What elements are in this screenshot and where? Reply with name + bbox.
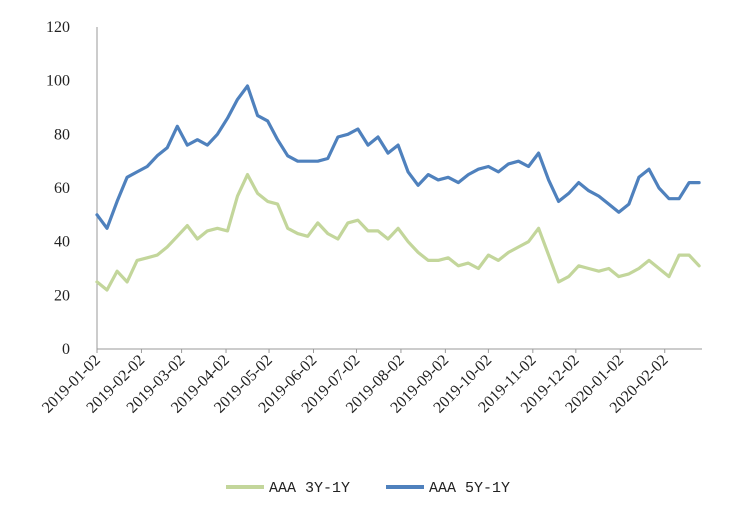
y-tick-label: 80: [54, 126, 70, 143]
y-tick-label: 20: [54, 287, 70, 304]
y-tick-label: 0: [62, 341, 70, 358]
series-lines: [95, 84, 701, 292]
legend: AAA 3Y-1Y AAA 5Y-1Y: [226, 480, 510, 497]
y-tick-label: 40: [54, 234, 70, 251]
y-axis-ticks: 0 20 40 60 80 100 120: [46, 19, 70, 358]
legend-label-5y: AAA 5Y-1Y: [429, 480, 510, 497]
x-axis-ticks: 2019-01-022019-02-022019-03-022019-04-02…: [39, 349, 672, 417]
y-tick-label: 120: [46, 19, 70, 36]
series-line-3y-1y: [95, 173, 701, 292]
y-tick-label: 100: [46, 73, 70, 90]
y-tick-label: 60: [54, 180, 70, 197]
plot-area: 0 20 40 60 80 100 120 2019-01-022019-02-022019…: [39, 19, 702, 417]
series-line-5y-1y: [95, 84, 701, 230]
legend-label-3y: AAA 3Y-1Y: [269, 480, 350, 497]
